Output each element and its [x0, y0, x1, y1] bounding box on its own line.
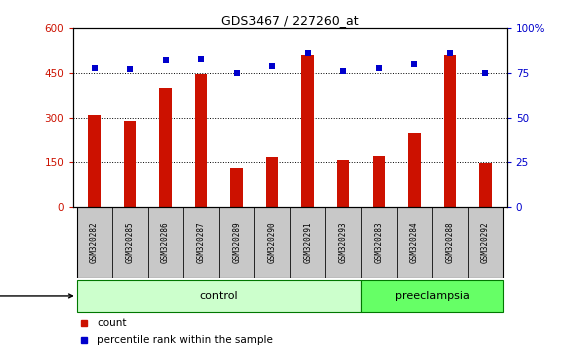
Text: GSM320287: GSM320287 — [196, 222, 205, 263]
Text: GSM320285: GSM320285 — [126, 222, 135, 263]
Bar — [361, 280, 503, 312]
Point — [481, 70, 490, 76]
Point — [303, 51, 312, 56]
Bar — [479, 163, 491, 207]
Bar — [266, 157, 278, 207]
Text: GSM320283: GSM320283 — [374, 222, 383, 263]
Text: control: control — [199, 291, 238, 301]
Bar — [325, 207, 361, 278]
Point — [374, 65, 383, 70]
Text: GSM320290: GSM320290 — [267, 222, 276, 263]
Bar — [77, 280, 361, 312]
Bar — [408, 133, 421, 207]
Text: GSM320289: GSM320289 — [232, 222, 241, 263]
Text: GSM320282: GSM320282 — [90, 222, 99, 263]
Text: count: count — [97, 318, 127, 328]
Text: GSM320292: GSM320292 — [481, 222, 490, 263]
Bar — [159, 88, 172, 207]
Bar — [302, 55, 314, 207]
Point — [161, 58, 170, 63]
Text: disease state: disease state — [0, 291, 73, 301]
Bar — [254, 207, 290, 278]
Text: GSM320293: GSM320293 — [339, 222, 348, 263]
Bar — [361, 207, 396, 278]
Bar — [444, 55, 456, 207]
Point — [410, 61, 419, 67]
Text: GSM320291: GSM320291 — [303, 222, 312, 263]
Bar — [219, 207, 254, 278]
Bar — [230, 168, 243, 207]
Bar — [112, 207, 148, 278]
Point — [126, 67, 135, 72]
Bar — [124, 121, 136, 207]
Text: GSM320284: GSM320284 — [410, 222, 419, 263]
Bar — [88, 115, 101, 207]
Text: GSM320288: GSM320288 — [445, 222, 454, 263]
Bar — [77, 207, 112, 278]
Bar — [396, 207, 432, 278]
Point — [339, 68, 348, 74]
Bar — [290, 207, 325, 278]
Title: GDS3467 / 227260_at: GDS3467 / 227260_at — [221, 14, 359, 27]
Text: GSM320286: GSM320286 — [161, 222, 170, 263]
Text: preeclampsia: preeclampsia — [395, 291, 470, 301]
Bar — [337, 160, 350, 207]
Bar — [432, 207, 468, 278]
Bar — [468, 207, 503, 278]
Bar — [184, 207, 219, 278]
Point — [445, 51, 454, 56]
Point — [90, 65, 99, 70]
Point — [196, 56, 205, 62]
Bar — [195, 74, 207, 207]
Point — [267, 63, 276, 69]
Point — [232, 70, 241, 76]
Bar — [148, 207, 184, 278]
Bar — [373, 156, 385, 207]
Text: percentile rank within the sample: percentile rank within the sample — [97, 335, 273, 345]
